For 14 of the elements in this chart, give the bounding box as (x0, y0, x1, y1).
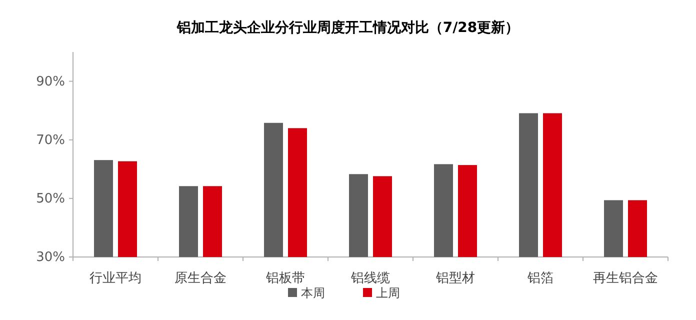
xtick: 铝板带 (266, 271, 305, 286)
ytick: 90% (36, 74, 65, 90)
ytick: 70% (36, 132, 65, 148)
legend: 上周 (376, 286, 400, 300)
title: 铝加工龙头企业分行业周度开工情况对比（7/28更新） (176, 20, 520, 36)
xtick: 再生铝合金 (593, 271, 658, 286)
xtick: 原生合金 (174, 271, 226, 286)
xtick: 铝箔 (528, 271, 554, 286)
ytick: 50% (36, 191, 65, 206)
xtick: 铝线缆 (351, 271, 390, 286)
xtick: 行业平均 (90, 271, 142, 286)
ytick: 30% (36, 250, 65, 265)
xtick: 铝型材 (436, 271, 475, 286)
legend: 本周 (301, 286, 325, 300)
